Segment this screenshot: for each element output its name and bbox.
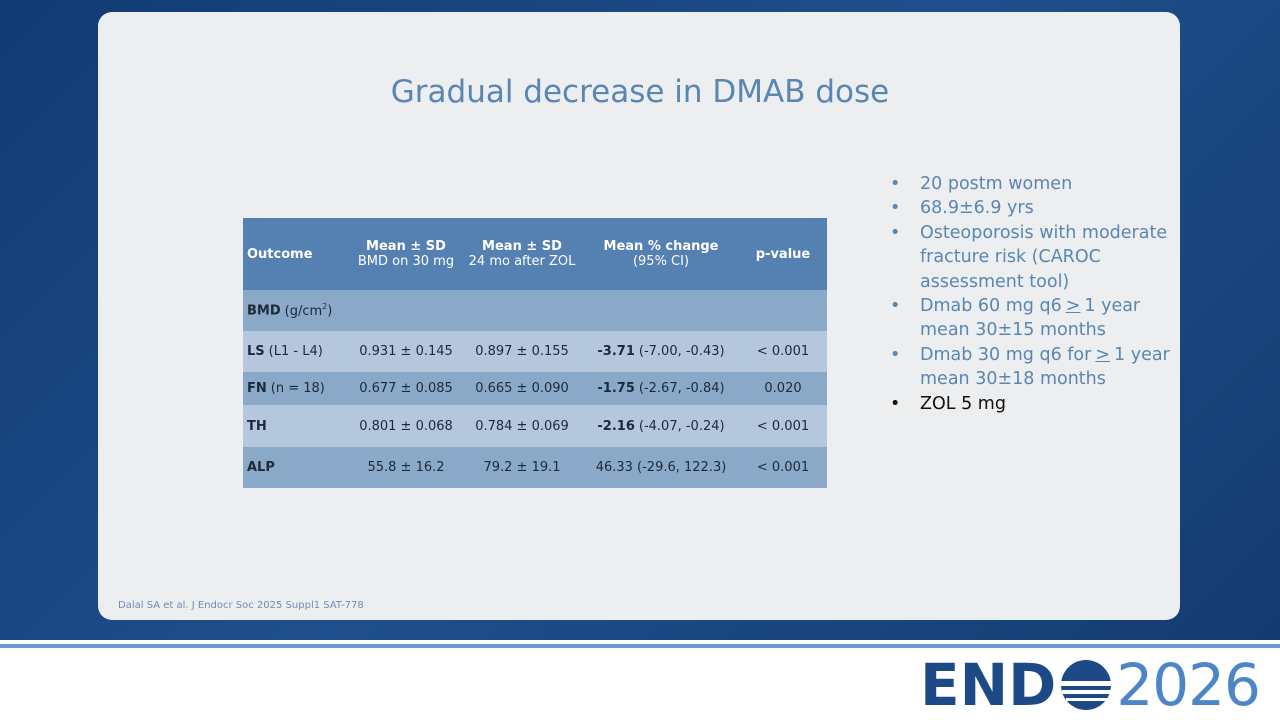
header-cell: Mean % change (95% CI) bbox=[583, 239, 739, 269]
cell-text: 0.931 ± 0.145 bbox=[359, 344, 453, 359]
cell-bold: ALP bbox=[247, 460, 275, 475]
table-cell: FN (n = 18) bbox=[243, 381, 351, 396]
divider bbox=[0, 644, 1280, 648]
header-text: (95% CI) bbox=[632, 254, 690, 269]
cell-bold: -2.16 bbox=[597, 418, 635, 434]
table-cell: LS (L1 - L4) bbox=[243, 344, 351, 359]
table-row: LS (L1 - L4) 0.931 ± 0.145 0.897 ± 0.155 -3.… bbox=[243, 331, 827, 372]
table-cell: 0.665 ± 0.090 bbox=[461, 381, 583, 396]
cell-text: < 0.001 bbox=[756, 418, 810, 434]
cell-bold: -3.71 bbox=[597, 344, 635, 359]
slide-title: Gradual decrease in DMAB dose bbox=[390, 74, 890, 110]
bullet-text: 68.9±6.9 yrs bbox=[920, 198, 1034, 219]
table-cell: 0.931 ± 0.145 bbox=[351, 344, 461, 359]
table-cell: 0.897 ± 0.155 bbox=[461, 344, 583, 359]
cell-text: 55.8 ± 16.2 bbox=[367, 460, 445, 475]
table-cell: TH bbox=[243, 419, 351, 434]
cell-text: 0.801 ± 0.068 bbox=[359, 418, 453, 434]
logo-year: 2026 bbox=[1116, 651, 1261, 719]
header-row: Outcome Mean ± SD BMD on 30 mg Mean ± SD 24 … bbox=[243, 218, 827, 290]
logo-globe bbox=[1060, 660, 1113, 710]
table-row: BMD (g/cm2) bbox=[243, 290, 827, 331]
bullet: Osteoporosis with moderate fracture risk… bbox=[890, 221, 1170, 294]
table-row: FN (n = 18) 0.677 ± 0.085 0.665 ± 0.090 -1.7… bbox=[243, 372, 827, 405]
cell-text: 79.2 ± 19.1 bbox=[483, 460, 561, 475]
cell-text: 0.677 ± 0.085 bbox=[359, 381, 453, 396]
cell-text: 0.897 ± 0.155 bbox=[475, 344, 569, 359]
cell-text: (g/cm bbox=[284, 303, 323, 319]
cell-sup: 2 bbox=[322, 302, 328, 312]
table-cell: 46.33 (-29.6, 122.3) bbox=[583, 460, 739, 475]
header-text: Mean ± SD bbox=[482, 239, 562, 254]
table-cell: 0.677 ± 0.085 bbox=[351, 381, 461, 396]
cell-bold: TH bbox=[247, 418, 267, 434]
table-cell: 79.2 ± 19.1 bbox=[461, 460, 583, 475]
cell-text: 0.665 ± 0.090 bbox=[475, 381, 569, 396]
table-row: ALP 55.8 ± 16.2 79.2 ± 19.1 46.33 (-29.6, 1… bbox=[243, 447, 827, 488]
logo: END 2026 bbox=[920, 651, 1261, 719]
bullet-text: Dmab 60 mg q6 bbox=[920, 296, 1062, 317]
cell-text: (-4.07, -0.24) bbox=[638, 418, 725, 434]
table-cell: 0.784 ± 0.069 bbox=[461, 419, 583, 434]
cell-text: 46.33 (-29.6, 122.3) bbox=[595, 460, 727, 475]
table-cell: < 0.001 bbox=[739, 460, 827, 475]
table: Outcome Mean ± SD BMD on 30 mg Mean ± SD 24 … bbox=[243, 218, 827, 488]
bullet: 20 postm women bbox=[890, 172, 1170, 197]
header-text: Mean ± SD bbox=[366, 239, 446, 254]
cell-text: < 0.001 bbox=[756, 344, 810, 359]
cell-bold: FN bbox=[247, 381, 267, 396]
bullet-symbol: > bbox=[1065, 296, 1081, 317]
bullet-text: Dmab 30 mg q6 for bbox=[920, 344, 1092, 365]
header-cell: Mean ± SD 24 mo after ZOL bbox=[461, 239, 583, 269]
header-text: BMD on 30 mg bbox=[357, 254, 455, 269]
header-cell: p-value bbox=[739, 247, 827, 262]
table-cell: 0.020 bbox=[739, 381, 827, 396]
cell-text: (-2.67, -0.84) bbox=[638, 381, 725, 396]
cell-text: (L1 - L4) bbox=[268, 344, 323, 359]
bullet-text: 1 year mean 30±15 months bbox=[920, 296, 1141, 341]
bullet: Dmab 60 mg q6>1 year mean 30±15 months bbox=[890, 294, 1170, 343]
cell-text: ) bbox=[327, 303, 333, 319]
bullet-text: ZOL 5 mg bbox=[920, 393, 1006, 414]
table-cell: 55.8 ± 16.2 bbox=[351, 460, 461, 475]
cell-bold: BMD bbox=[247, 303, 281, 319]
bullet: 68.9±6.9 yrs bbox=[890, 196, 1170, 221]
table-cell: 0.801 ± 0.068 bbox=[351, 419, 461, 434]
header-cell: Mean ± SD BMD on 30 mg bbox=[351, 239, 461, 269]
header-text: Mean % change bbox=[603, 239, 719, 254]
cell-bold: -1.75 bbox=[597, 381, 635, 396]
table-cell: BMD (g/cm2) bbox=[243, 302, 351, 318]
table-cell: < 0.001 bbox=[739, 344, 827, 359]
bullet-list: 20 postm women 68.9±6.9 yrs Osteoporosis w… bbox=[890, 172, 1170, 416]
citation: Dalal SA et al. J Endocr Soc 2025 Suppl1… bbox=[118, 600, 364, 611]
table-cell: -2.16 (-4.07, -0.24) bbox=[583, 419, 739, 434]
header-text: p-value bbox=[755, 246, 811, 262]
cell-text: (-7.00, -0.43) bbox=[638, 344, 725, 359]
table-cell: < 0.001 bbox=[739, 419, 827, 434]
header-text: 24 mo after ZOL bbox=[468, 254, 576, 269]
cell-bold: LS bbox=[247, 344, 265, 359]
table-cell: ALP bbox=[243, 460, 351, 475]
bullet-symbol: > bbox=[1095, 344, 1111, 365]
header-text: Outcome bbox=[247, 246, 313, 262]
bullet: ZOL 5 mg bbox=[890, 392, 1170, 417]
table-cell: -1.75 (-2.67, -0.84) bbox=[583, 381, 739, 396]
cell-text: 0.784 ± 0.069 bbox=[475, 418, 569, 434]
logo-text: END bbox=[920, 651, 1057, 719]
bullet-text: 1 year mean 30±18 months bbox=[920, 344, 1170, 390]
cell-text: (n = 18) bbox=[270, 381, 325, 396]
bullet-text: Osteoporosis with moderate fracture risk… bbox=[920, 222, 1168, 292]
cell-text: 0.020 bbox=[764, 381, 802, 396]
table-cell: -3.71 (-7.00, -0.43) bbox=[583, 344, 739, 359]
table-row: TH 0.801 ± 0.068 0.784 ± 0.069 -2.16 (-4.07,… bbox=[243, 405, 827, 447]
bullet-text: 20 postm women bbox=[920, 174, 1073, 194]
cell-text: < 0.001 bbox=[756, 460, 810, 475]
bullet: Dmab 30 mg q6 for>1 year mean 30±18 mont… bbox=[890, 343, 1170, 392]
header-cell: Outcome bbox=[243, 247, 351, 262]
